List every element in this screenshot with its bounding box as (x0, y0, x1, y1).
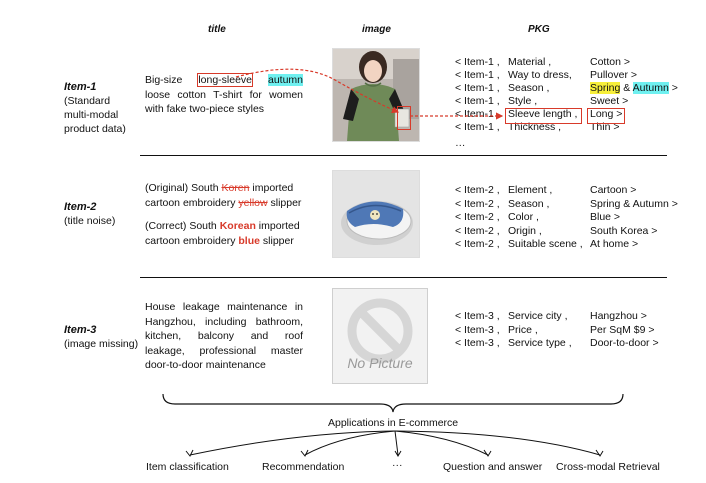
pkg-attribute: Color , (508, 211, 539, 223)
pkg-value: Cotton > (590, 56, 630, 68)
no-picture-text: No Picture (347, 355, 413, 371)
pkg-value: Thin > (590, 121, 620, 133)
image-column-header: image (362, 24, 391, 35)
pkg-item-id: < Item-2 , (455, 184, 500, 196)
long-sleeve-boxed-phrase: long-sleeve (197, 73, 254, 87)
item-2-original-title: (Original) South Koren imported cartoon … (145, 181, 313, 210)
item-2-corrected-title: (Correct) South Korean imported cartoon … (145, 219, 313, 248)
pkg-item-id: < Item-3 , (455, 323, 500, 336)
app-ellipsis: ··· (392, 459, 403, 471)
item-1-season-value: Spring & Autumn > (590, 82, 678, 95)
pkg-item-id: < Item-1 , (455, 82, 500, 94)
pkg-item-id: < Item-1 , (455, 108, 500, 120)
applications-title: Applications in E-commerce (328, 417, 459, 429)
title-fragment: slipper (267, 196, 302, 209)
item-1-desc-line2: multi-modal (64, 109, 119, 121)
pkg-attribute: Price , (508, 323, 538, 336)
pkg-item-id: < Item-2 , (455, 197, 500, 210)
item-1-name: Item-1 (64, 81, 97, 93)
long-value-box (587, 108, 625, 124)
slipper-illustration (333, 171, 419, 257)
autumn-highlight: autumn (267, 74, 304, 86)
autumn-value-highlight: Autumn (632, 82, 669, 94)
item-3-label: Item-3 (image missing) (64, 323, 138, 351)
item-2-label: Item-2 (title noise) (64, 200, 115, 228)
pkg-item-id: < Item-3 , (455, 310, 500, 322)
title-fragment: Big-size (145, 74, 199, 86)
image-sleeve-box (397, 106, 411, 130)
title-column-header: title (208, 24, 226, 35)
item-1-title-text: Big-size long-sleeve autumn loose cotton… (145, 73, 304, 117)
pkg-value: Sweet > (590, 95, 629, 107)
pkg-attribute: Season , (508, 82, 550, 94)
pkg-item-id: < Item-2 , (455, 211, 500, 223)
item-1-label: Item-1 (Standard multi-modal product dat… (64, 80, 126, 136)
pkg-attribute: Element , (508, 184, 553, 196)
app-item-classification: Item classification (146, 461, 229, 473)
pkg-item-id: < Item-1 , (455, 69, 500, 81)
pkg-attribute: Sleeve length , (508, 108, 578, 120)
title-fragment: imported cartoon embroidery (145, 182, 294, 209)
koren-strikethrough: Koren (221, 182, 250, 194)
pkg-value: South Korea > (590, 224, 658, 237)
item-2-name: Item-2 (64, 201, 97, 213)
blue-correction: blue (238, 234, 260, 247)
title-fragment: (Original) South (145, 182, 222, 194)
item-1-desc-line3: product data) (64, 123, 126, 135)
season-amp: & (620, 82, 633, 94)
pkg-attribute: Thickness , (508, 121, 562, 133)
korean-correction: Korean (219, 220, 256, 232)
item-3-desc: (image missing) (64, 338, 139, 350)
separator-2 (140, 277, 667, 278)
title-fragment: loose cotton T-shirt for women with fake… (145, 88, 303, 116)
title-fragment: (Correct) South (145, 220, 220, 232)
item-2-desc: (title noise) (64, 215, 116, 227)
item-3-no-picture-placeholder: No Picture (332, 288, 428, 384)
pkg-value: At home > (590, 238, 639, 250)
spring-highlight: Spring (590, 82, 621, 94)
pkg-value: Door-to-door > (590, 337, 659, 349)
pkg-attribute: Origin , (508, 224, 542, 237)
prohibited-icon (347, 298, 413, 364)
pkg-column-header: PKG (528, 24, 550, 35)
app-question-answer: Question and answer (443, 461, 543, 473)
app-recommendation: Recommendation (262, 461, 345, 473)
pkg-value: Hangzhou > (590, 310, 647, 322)
title-fragment: imported cartoon embroidery (145, 220, 300, 247)
pkg-item-id: < Item-2 , (455, 238, 500, 250)
yellow-strikethrough: yellow (238, 196, 268, 209)
pkg-attribute: Style , (508, 95, 538, 107)
season-end: > (668, 82, 678, 94)
app-cross-modal-retrieval: Cross-modal Retrieval (556, 461, 660, 473)
pkg-attribute: Suitable scene , (508, 238, 583, 250)
separator-1 (140, 155, 667, 156)
item-2-product-image (332, 170, 420, 258)
pkg-value: Blue > (590, 211, 621, 223)
pkg-attribute: Material , (508, 56, 552, 68)
pkg-attribute: Way to dress, (508, 69, 572, 81)
pkg-item-id: < Item-2 , (455, 224, 500, 237)
item-3-name: Item-3 (64, 324, 97, 336)
pkg-attribute: Season , (508, 197, 550, 210)
pkg-value: Long > (590, 108, 623, 120)
item-3-title-text: House leakage maintenance in Hangzhou, i… (145, 301, 303, 371)
pkg-value: Cartoon > (590, 184, 637, 196)
pkg-item-id: < Item-1 , (455, 95, 500, 107)
pkg-value: Pullover > (590, 69, 637, 81)
pkg-item-id: < Item-1 , (455, 56, 500, 68)
pkg-attribute: Service type , (508, 337, 572, 349)
pkg-item-id: < Item-3 , (455, 337, 500, 349)
item-1-desc-line1: (Standard (64, 95, 111, 107)
pkg-item-id: < Item-1 , (455, 121, 500, 133)
sleeve-length-box (505, 108, 582, 124)
pkg-attribute: Service city , (508, 310, 568, 322)
pkg-value: Spring & Autumn > (590, 197, 678, 210)
pkg-value: Per SqM $9 > (590, 323, 655, 336)
title-fragment: slipper (259, 234, 294, 247)
item-1-pkg-ellipsis: … (455, 137, 466, 149)
